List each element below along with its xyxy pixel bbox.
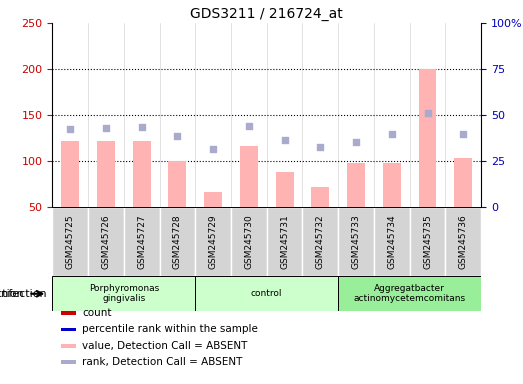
Bar [338,276,481,311]
Text: GSM245726: GSM245726 [101,215,110,269]
Text: GSM245734: GSM245734 [388,215,396,269]
Text: control: control [251,289,282,298]
Text: GSM245727: GSM245727 [137,215,146,269]
Bar [418,69,437,207]
Bar [311,187,329,207]
Point [173,133,181,139]
Bar [52,276,195,311]
Bar [88,207,124,276]
Bar [61,344,76,348]
Text: Aggregatbacter
actinomycetemcomitans: Aggregatbacter actinomycetemcomitans [354,284,466,303]
Text: infection: infection [0,289,24,299]
Bar [374,207,410,276]
Point [316,144,324,151]
Point [66,126,74,132]
Bar [410,207,446,276]
Bar [168,161,186,207]
Bar [160,207,195,276]
Bar [240,146,258,207]
Text: GSM245736: GSM245736 [459,215,468,269]
Text: Porphyromonas
gingivalis: Porphyromonas gingivalis [89,284,159,303]
Bar [204,192,222,207]
Bar [195,207,231,276]
Text: GSM245728: GSM245728 [173,215,182,269]
Text: percentile rank within the sample: percentile rank within the sample [82,324,258,334]
Point [280,137,289,143]
Point [245,123,253,129]
Bar [276,172,293,207]
Text: rank, Detection Call = ABSENT: rank, Detection Call = ABSENT [82,357,243,367]
Text: count: count [82,308,112,318]
Bar [61,311,76,315]
Bar [231,207,267,276]
Bar [338,207,374,276]
Bar [267,207,302,276]
Bar [454,157,472,207]
Text: infection: infection [0,289,47,299]
Point [388,131,396,137]
Point [101,125,110,131]
Bar [52,207,88,276]
Bar [124,207,160,276]
Text: GSM245731: GSM245731 [280,215,289,269]
Text: GSM245725: GSM245725 [66,215,75,269]
Point [424,110,432,116]
Point [138,124,146,130]
Bar [446,207,481,276]
Text: GSM245729: GSM245729 [209,215,218,269]
Bar [97,141,115,207]
Bar [61,328,76,331]
Text: GSM245730: GSM245730 [244,215,253,269]
Bar [383,163,401,207]
Bar [302,207,338,276]
Point [209,146,218,152]
Text: GSM245732: GSM245732 [316,215,325,269]
Bar [347,163,365,207]
Bar [61,141,79,207]
Text: value, Detection Call = ABSENT: value, Detection Call = ABSENT [82,341,248,351]
Point [352,139,360,145]
Bar [195,276,338,311]
Text: GSM245733: GSM245733 [351,215,360,269]
Text: GSM245735: GSM245735 [423,215,432,269]
Title: GDS3211 / 216724_at: GDS3211 / 216724_at [190,7,343,21]
Bar [133,141,151,207]
Point [459,131,468,137]
Bar [61,360,76,364]
